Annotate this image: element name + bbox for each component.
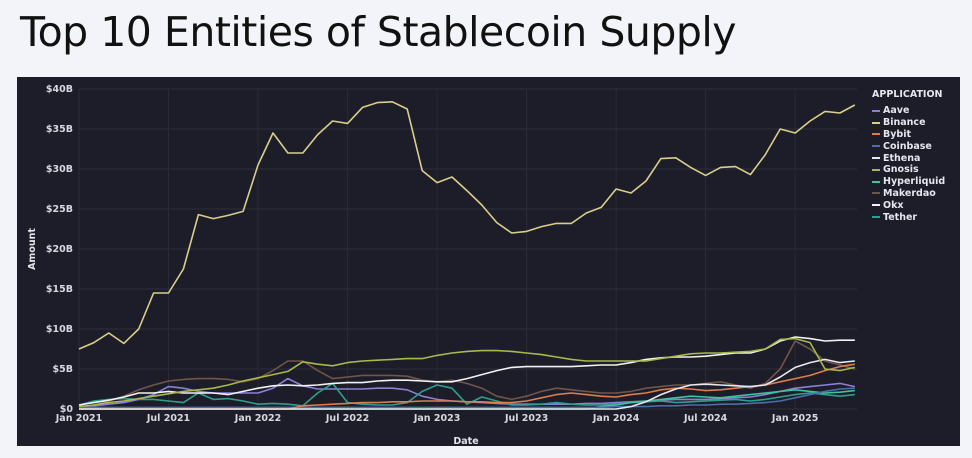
legend-swatch bbox=[872, 145, 880, 148]
series-line-binance bbox=[78, 100, 856, 350]
legend-label: Binance bbox=[883, 117, 926, 129]
legend-item-gnosis[interactable]: Gnosis bbox=[872, 164, 945, 176]
page-title: Top 10 Entities of Stablecoin Supply bbox=[20, 8, 737, 56]
legend-label: Aave bbox=[883, 105, 910, 117]
y-tick-label: $40B bbox=[46, 84, 73, 95]
y-axis-label: Amount bbox=[27, 228, 38, 270]
x-tick-label: Jan 2022 bbox=[234, 413, 281, 424]
legend-item-bybit[interactable]: Bybit bbox=[872, 129, 945, 141]
legend-label: Tether bbox=[883, 211, 918, 223]
legend-label: Gnosis bbox=[883, 164, 919, 176]
series-line-okx bbox=[78, 336, 855, 406]
x-tick-label: Jan 2023 bbox=[413, 413, 460, 424]
legend-swatch bbox=[872, 133, 880, 136]
x-tick-label: Jul 2021 bbox=[146, 413, 190, 424]
y-tick-label: $10B bbox=[46, 324, 73, 335]
legend-swatch bbox=[872, 157, 880, 160]
legend-swatch bbox=[872, 109, 880, 112]
y-tick-label: $15B bbox=[46, 284, 73, 295]
legend-item-tether[interactable]: Tether bbox=[872, 211, 945, 223]
legend-label: Hyperliquid bbox=[883, 176, 946, 188]
legend-swatch bbox=[872, 168, 880, 171]
y-tick-label: $30B bbox=[46, 164, 73, 175]
legend-swatch bbox=[872, 180, 880, 183]
chart-panel: $0 $5B $10B $15B $20B $25B $30B $35B $40B Jan 202… bbox=[17, 77, 960, 446]
series-line-ethena bbox=[79, 358, 855, 410]
legend-label: Ethena bbox=[883, 152, 921, 164]
x-tick-label: Jan 2025 bbox=[771, 413, 818, 424]
y-tick-label: $20B bbox=[46, 244, 73, 255]
y-tick-label: $35B bbox=[46, 124, 73, 135]
legend-item-ethena[interactable]: Ethena bbox=[872, 152, 945, 164]
x-tick-label: Jul 2023 bbox=[504, 413, 548, 424]
series-line-tether bbox=[78, 382, 855, 407]
legend-label: Bybit bbox=[883, 128, 912, 140]
legend-swatch bbox=[872, 204, 880, 207]
legend-swatch bbox=[872, 216, 880, 219]
y-tick-label: $25B bbox=[46, 204, 73, 215]
legend-label: Makerdao bbox=[883, 187, 936, 199]
legend-item-makerdao[interactable]: Makerdao bbox=[872, 188, 945, 200]
legend-swatch bbox=[872, 121, 880, 124]
x-tick-label: Jul 2022 bbox=[325, 413, 369, 424]
series-line-makerdao bbox=[78, 340, 856, 409]
line-chart: $0 $5B $10B $15B $20B $25B $30B $35B $40B Jan 202… bbox=[27, 84, 857, 446]
legend-title: APPLICATION bbox=[872, 89, 943, 100]
series-line-gnosis bbox=[78, 337, 855, 408]
y-tick-label: $0 bbox=[60, 404, 74, 415]
legend-item-binance[interactable]: Binance bbox=[872, 117, 945, 129]
legend-item-aave[interactable]: Aave bbox=[872, 105, 945, 117]
legend-swatch bbox=[872, 192, 880, 195]
x-tick-label: Jan 2021 bbox=[55, 413, 102, 424]
legend-label: Coinbase bbox=[883, 140, 932, 152]
x-axis-label: Date bbox=[453, 436, 478, 446]
legend-item-hyperliquid[interactable]: Hyperliquid bbox=[872, 176, 945, 188]
legend-item-okx[interactable]: Okx bbox=[872, 199, 945, 211]
legend: APPLICATION Aave Binance Bybit Coinbase Ethe… bbox=[872, 89, 945, 223]
x-tick-label: Jan 2024 bbox=[592, 413, 640, 424]
legend-label: Okx bbox=[883, 199, 904, 211]
x-tick-label: Jul 2024 bbox=[683, 413, 728, 424]
series-line-coinbase bbox=[79, 387, 855, 409]
legend-item-coinbase[interactable]: Coinbase bbox=[872, 140, 945, 152]
y-tick-label: $5B bbox=[53, 364, 73, 375]
